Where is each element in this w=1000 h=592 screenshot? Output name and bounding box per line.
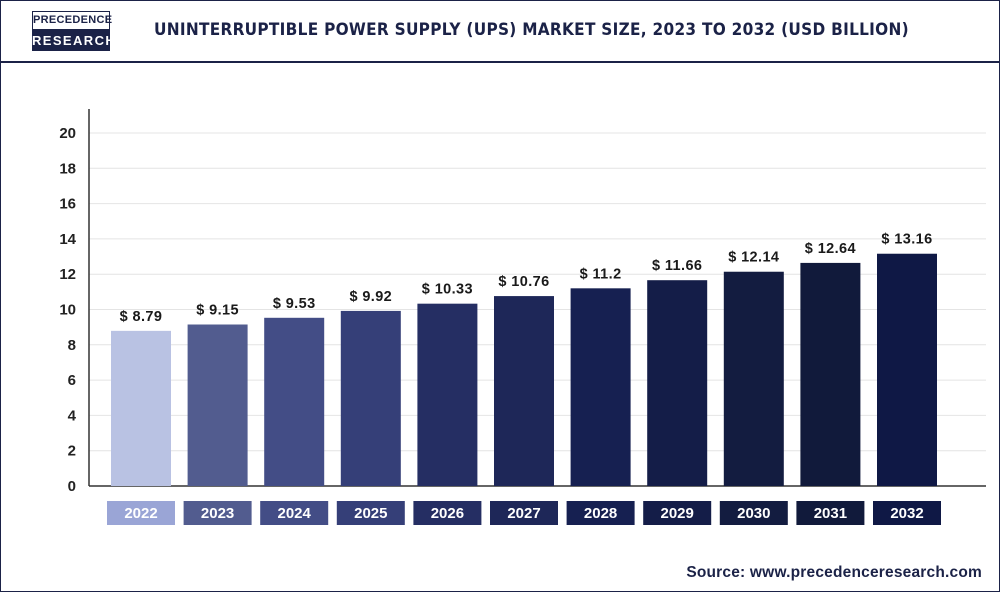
category-label-box (107, 501, 175, 525)
category-label-box (796, 501, 865, 525)
value-label: $ 10.33 (422, 282, 473, 298)
bar-chart: 0 2 4 6 8 10 12 14 16 18 20 $ 8.79 $ 9.15 $ 9.53 $ 9.… (59, 109, 986, 525)
category-label: 2027 (507, 505, 540, 522)
y-tick-label: 16 (59, 196, 76, 213)
category-label: 2028 (584, 505, 617, 522)
y-tick-label: 20 (59, 125, 76, 142)
bar (494, 296, 554, 486)
bar (340, 310, 401, 486)
category-label: 2024 (278, 505, 312, 522)
value-label: $ 13.16 (881, 232, 932, 248)
bar (723, 271, 784, 486)
y-tick-label: 12 (59, 266, 76, 283)
precedence-research-logo: PRECEDENCE RESEARCH (32, 11, 115, 51)
y-tick-label: 8 (68, 337, 76, 354)
value-label: $ 12.14 (728, 250, 779, 266)
y-tick-label: 0 (68, 478, 76, 495)
value-label: $ 11.66 (652, 258, 702, 274)
value-label: $ 9.53 (273, 296, 316, 312)
bar (187, 324, 248, 486)
y-tick-label: 2 (68, 443, 76, 460)
category-label-box (719, 501, 788, 525)
category-label: 2025 (354, 505, 387, 522)
y-axis-tick-labels: 0 2 4 6 8 10 12 14 16 18 20 (59, 125, 76, 495)
bar (800, 262, 861, 486)
y-tick-label: 6 (68, 372, 76, 389)
logo-top-text: PRECEDENCE (32, 11, 112, 30)
logo-bottom-text: RESEARCH (32, 30, 115, 51)
y-tick-label: 10 (59, 302, 76, 319)
value-label: $ 11.2 (580, 266, 622, 282)
value-label: $ 10.76 (498, 274, 549, 290)
bar (647, 280, 708, 486)
category-label: 2022 (124, 505, 157, 522)
y-tick-label: 14 (59, 231, 76, 248)
x-axis-category-labels: 2022 2023 2024 2025 2026 2027 2028 2029 2030 2031… (107, 501, 941, 525)
category-label: 2026 (431, 505, 464, 522)
category-label: 2030 (737, 505, 770, 522)
bar (877, 253, 937, 486)
y-tick-label: 4 (68, 407, 77, 424)
bars (111, 253, 937, 486)
source-credit: Source: www.precedenceresearch.com (686, 564, 982, 581)
category-label-box (873, 501, 941, 525)
value-label: $ 9.15 (196, 303, 239, 319)
category-label-box (566, 501, 635, 525)
category-label: 2023 (201, 505, 234, 522)
bar (264, 317, 325, 486)
category-label-box (490, 501, 558, 525)
category-label-box (260, 501, 329, 525)
category-label-box (413, 501, 482, 525)
value-labels: $ 8.79 $ 9.15 $ 9.53 $ 9.92 $ 10.33 $ 10.76 $ … (120, 232, 933, 325)
value-label: $ 9.92 (349, 289, 392, 305)
chart-title: UNINTERRUPTIBLE POWER SUPPLY (UPS) MARKE… (154, 20, 909, 39)
header: PRECEDENCE RESEARCH UNINTERRUPTIBLE POWE… (1, 1, 999, 63)
category-label: 2031 (814, 505, 847, 522)
category-label-box (183, 501, 252, 525)
bar (417, 303, 478, 486)
category-label-box (336, 501, 405, 525)
value-label: $ 12.64 (805, 241, 856, 257)
category-label: 2029 (661, 505, 694, 522)
bar (111, 330, 171, 486)
category-label: 2032 (890, 505, 923, 522)
value-label: $ 8.79 (120, 309, 163, 325)
category-label-box (643, 501, 712, 525)
bar (570, 288, 631, 486)
y-tick-label: 18 (59, 160, 76, 177)
